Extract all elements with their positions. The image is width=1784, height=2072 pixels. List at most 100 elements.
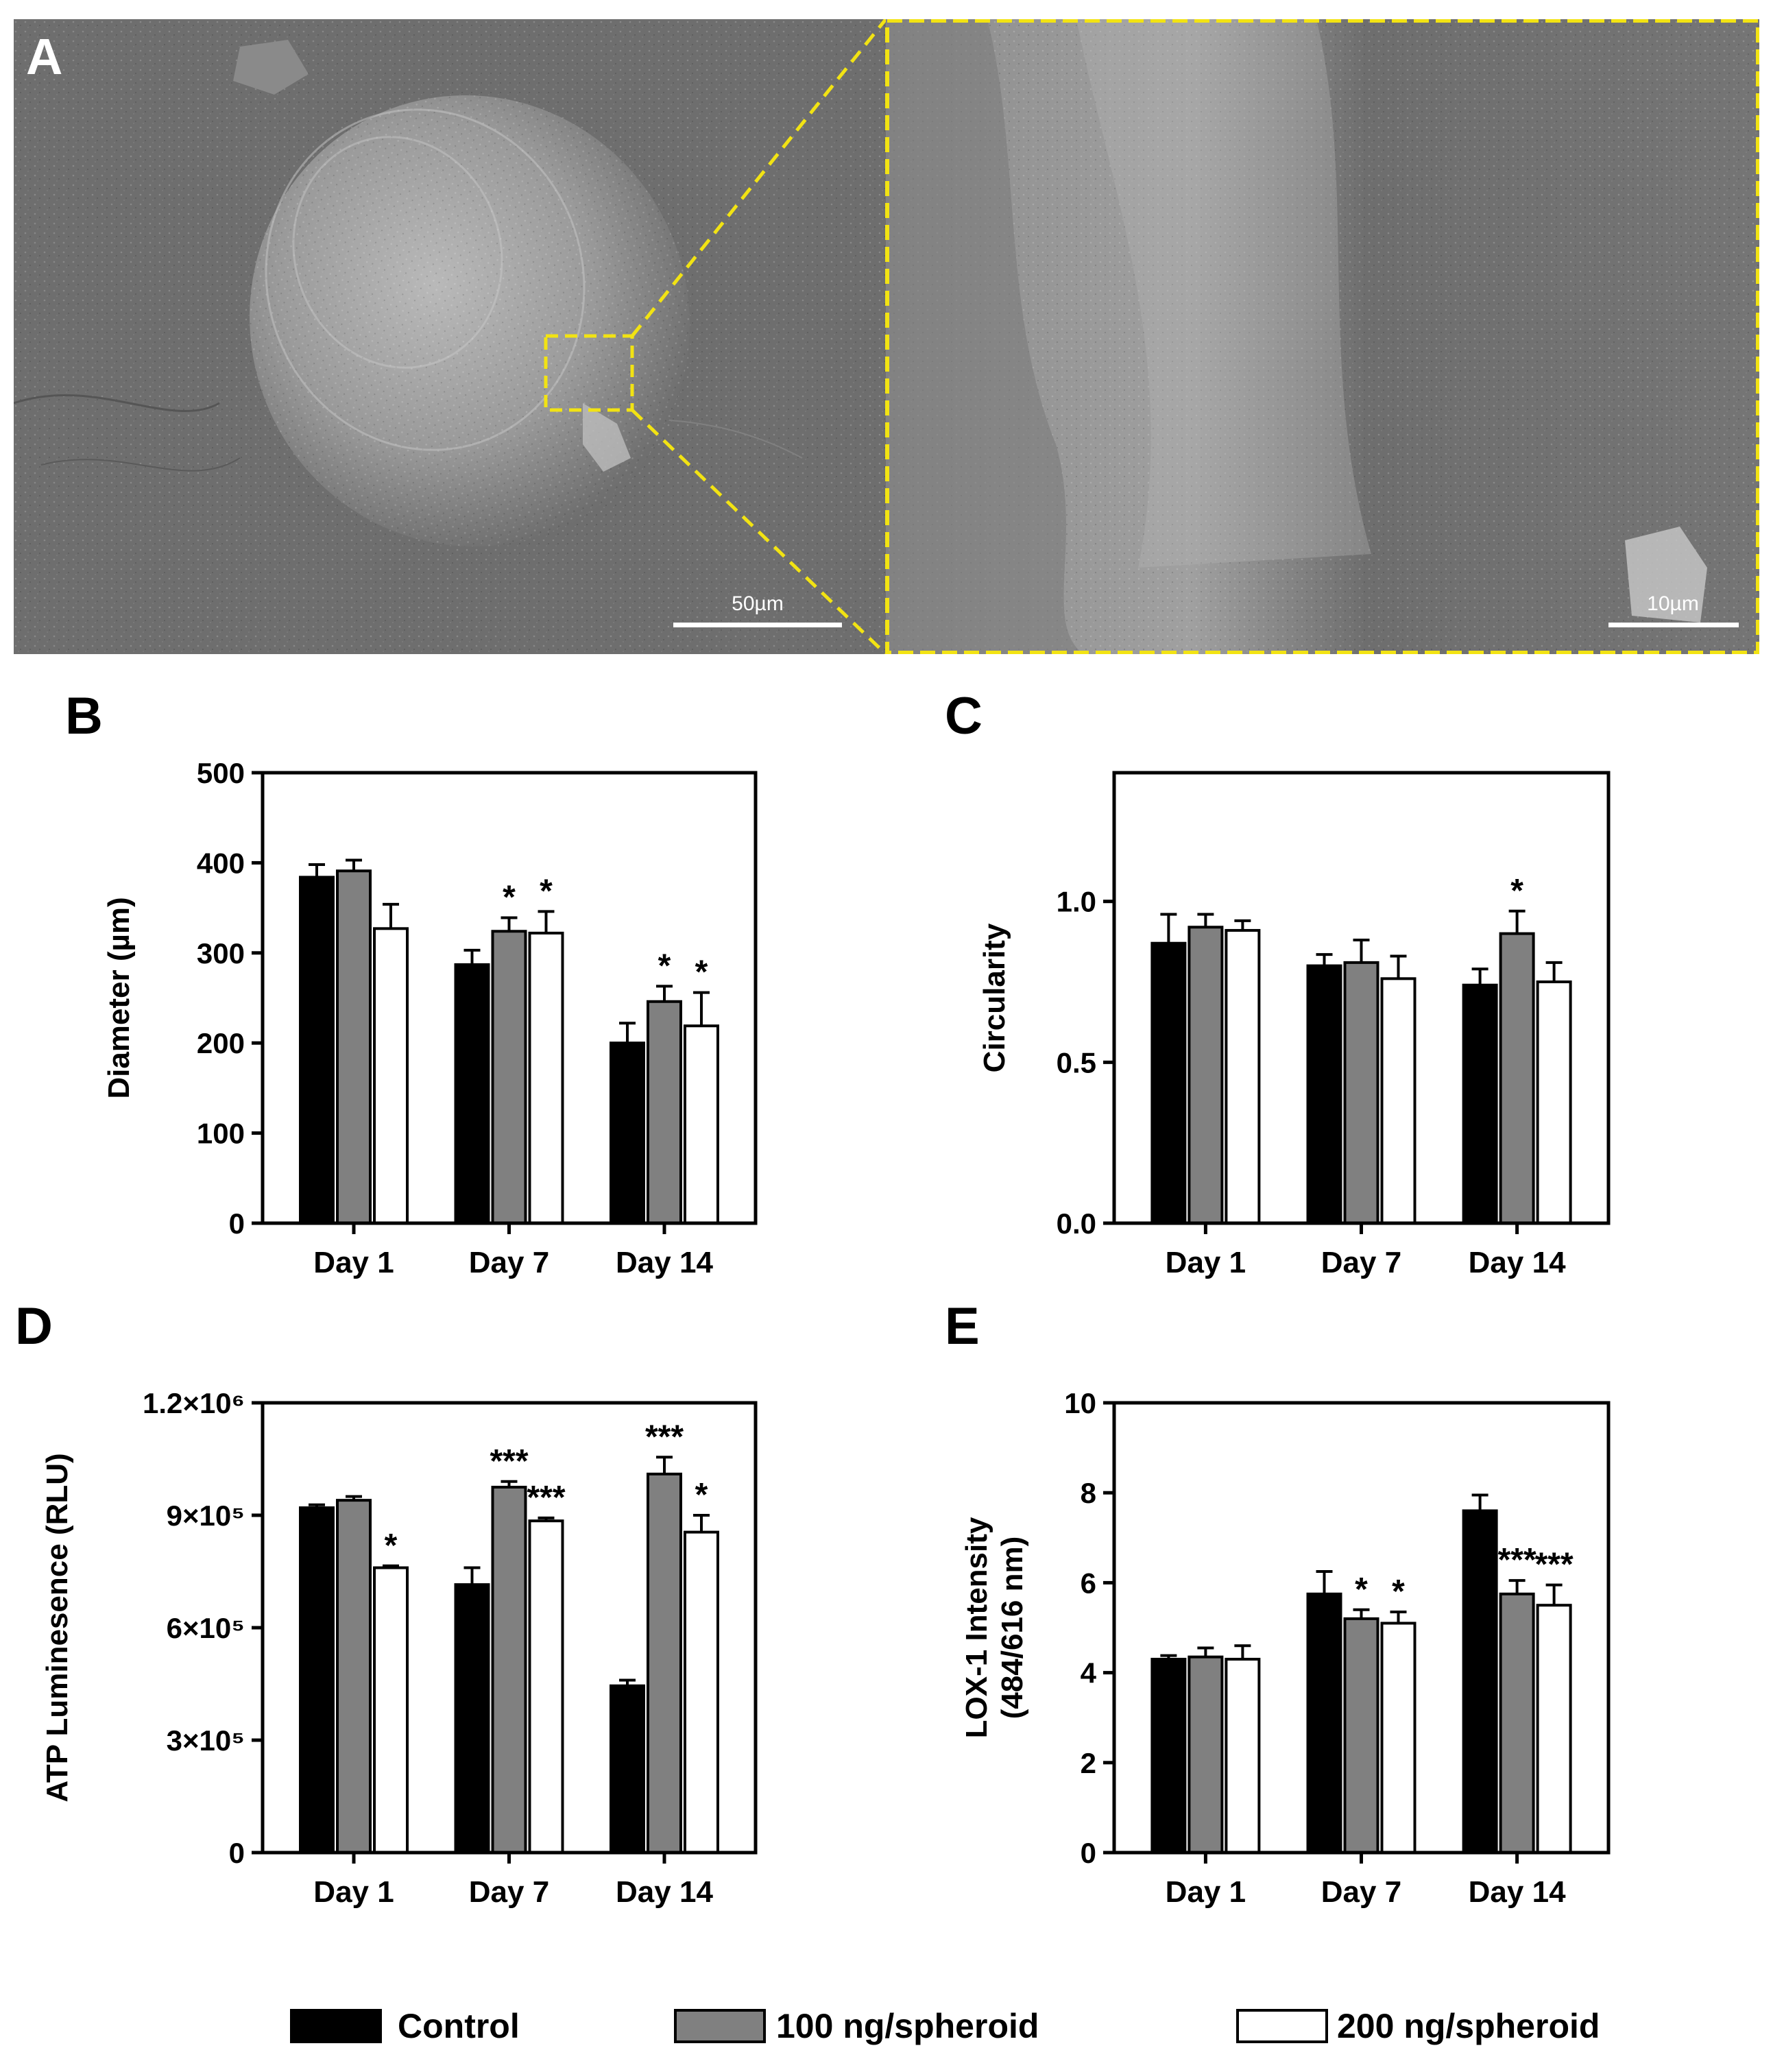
bar-e-s0-c1 (1306, 1592, 1342, 1855)
significance-marker: *** (1535, 1547, 1574, 1583)
panel-letter-d: D (15, 1297, 53, 1356)
y-axis-label: (484/616 nm) (996, 1537, 1029, 1720)
legend-label-control: Control (398, 2007, 520, 2045)
y-tick-label: 0 (229, 1207, 245, 1240)
y-tick-label: 10 (1064, 1387, 1096, 1419)
y-tick-label: 9×10⁵ (167, 1499, 245, 1532)
significance-marker: * (695, 1477, 708, 1513)
y-tick-label: 100 (197, 1118, 245, 1150)
bar-e-s0-c0 (1150, 1657, 1187, 1854)
y-tick-label: 0 (1081, 1837, 1096, 1869)
x-tick-label: Day 14 (616, 1246, 713, 1279)
bar-b-s1-c2 (646, 1000, 682, 1225)
legend-label-200ng: 200 ng/spheroid (1337, 2007, 1600, 2045)
bar-e-s2-c1 (1380, 1622, 1417, 1854)
legend: Control 100 ng/spheroid 200 ng/spheroid (290, 2007, 1600, 2045)
significance-marker: * (1392, 1574, 1405, 1610)
significance-marker: *** (527, 1480, 565, 1516)
y-tick-label: 0.5 (1057, 1046, 1096, 1079)
bar-e-s0-c2 (1462, 1509, 1498, 1854)
x-tick-label: Day 1 (1166, 1875, 1246, 1909)
bar-e-s2-c0 (1225, 1657, 1261, 1854)
scale-label-left: 50µm (732, 592, 784, 615)
panel-letter-b: B (65, 687, 103, 745)
legend-swatch-200ng (1236, 2009, 1328, 2043)
x-tick-label: Day 1 (1166, 1246, 1246, 1279)
significance-marker: * (695, 954, 708, 991)
x-tick-label: Day 14 (616, 1875, 713, 1909)
zoom-connector-top (631, 19, 887, 337)
bar-c-s1-c2 (1499, 932, 1535, 1225)
significance-marker: * (658, 948, 671, 984)
x-tick-label: Day 7 (469, 1875, 549, 1909)
x-tick-label: Day 1 (313, 1875, 394, 1909)
panel-letter-e: E (945, 1297, 980, 1356)
chart-b: B * * * * 0 100 200 300 400 500 Day 1 Day 7 Day 14 Dia… (65, 687, 758, 1279)
bar-c-s0-c0 (1150, 941, 1187, 1225)
bar-c-s0-c1 (1306, 964, 1342, 1225)
legend-label-100ng: 100 ng/spheroid (776, 2007, 1039, 2045)
bar-b-s0-c2 (609, 1041, 645, 1225)
y-tick-label: 200 (197, 1027, 245, 1059)
y-tick-label: 0 (229, 1837, 245, 1869)
legend-swatch-control (290, 2009, 382, 2043)
y-tick-label: 1.0 (1057, 886, 1096, 918)
scale-label-right: 10µm (1647, 592, 1699, 615)
significance-marker: * (1355, 1571, 1368, 1608)
x-tick-label: Day 7 (1321, 1875, 1401, 1909)
x-tick-label: Day 14 (1469, 1875, 1566, 1909)
chart-c: C * 0.0 0.5 1.0 Day 1 Day 7 Day 14 Circularity (945, 687, 1611, 1279)
y-axis-label: Diameter (µm) (102, 897, 136, 1098)
significance-marker: *** (645, 1419, 684, 1455)
bar-d-s0-c1 (454, 1583, 490, 1854)
y-axis-label: ATP Luminesence (RLU) (40, 1453, 74, 1802)
bar-e-s1-c2 (1499, 1592, 1535, 1855)
bar-b-s0-c1 (454, 963, 490, 1225)
y-tick-label: 8 (1081, 1477, 1096, 1509)
significance-marker: * (1510, 873, 1523, 909)
scale-bar-right (1608, 623, 1739, 627)
zoom-inset-border (885, 19, 1759, 654)
bar-d-s1-c1 (491, 1486, 527, 1854)
bar-b-s1-c1 (491, 930, 527, 1225)
bar-d-s2-c2 (683, 1530, 719, 1855)
y-tick-label: 2 (1081, 1747, 1096, 1779)
significance-marker: * (540, 873, 553, 909)
bar-d-s2-c0 (373, 1566, 409, 1855)
bar-c-s2-c0 (1225, 928, 1261, 1225)
y-tick-label: 3×10⁵ (167, 1724, 245, 1757)
y-tick-label: 6×10⁵ (167, 1612, 245, 1644)
bar-d-s0-c0 (299, 1506, 335, 1854)
panel-a-micrograph: 50µm 10µm A (14, 19, 1759, 654)
x-tick-label: Day 1 (313, 1246, 394, 1279)
bar-c-s0-c2 (1462, 983, 1498, 1225)
y-tick-label: 300 (197, 937, 245, 969)
bar-c-s1-c0 (1188, 926, 1224, 1225)
bar-c-s1-c1 (1343, 961, 1379, 1225)
y-tick-label: 6 (1081, 1567, 1096, 1599)
bar-c-s2-c1 (1380, 977, 1417, 1225)
bar-d-s1-c2 (646, 1472, 682, 1855)
bar-b-s2-c2 (683, 1024, 719, 1225)
x-tick-label: Day 14 (1469, 1246, 1566, 1279)
bar-b-s2-c0 (373, 927, 409, 1225)
legend-swatch-100ng (674, 2009, 766, 2043)
y-tick-label: 0.0 (1057, 1207, 1096, 1240)
panel-letter-c: C (945, 687, 983, 745)
y-tick-label: 1.2×10⁶ (143, 1387, 245, 1419)
bar-b-s2-c1 (528, 931, 564, 1225)
significance-marker: * (385, 1528, 398, 1564)
bar-d-s1-c0 (336, 1499, 372, 1854)
scale-bar-left (673, 623, 842, 627)
significance-marker: *** (490, 1443, 528, 1480)
y-axis-label: Circularity (978, 923, 1011, 1072)
bar-e-s1-c0 (1188, 1655, 1224, 1854)
bar-d-s0-c2 (609, 1684, 645, 1855)
y-axis-label: LOX-1 Intensity (960, 1517, 993, 1738)
significance-marker: *** (1498, 1542, 1536, 1578)
bar-e-s1-c1 (1343, 1617, 1379, 1854)
y-tick-label: 500 (197, 757, 245, 789)
